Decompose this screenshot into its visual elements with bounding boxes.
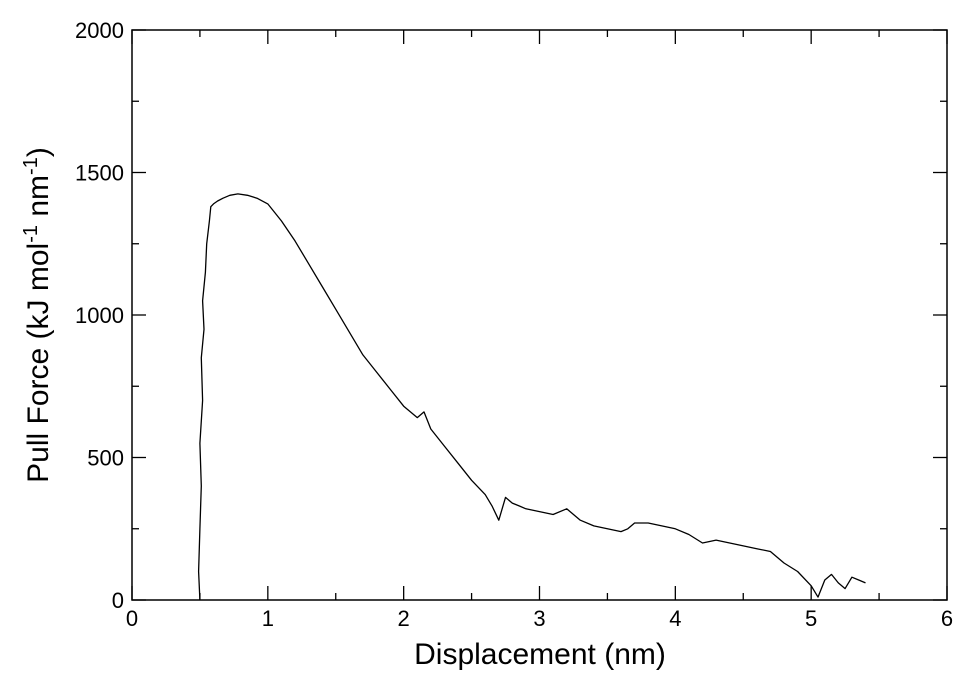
y-axis-label-superscript-1: -1 xyxy=(20,225,42,243)
x-tick-label: 2 xyxy=(398,606,410,631)
y-tick-label: 500 xyxy=(87,446,124,471)
y-tick-label: 1000 xyxy=(75,303,124,328)
x-axis-label: Displacement (nm) xyxy=(414,638,666,671)
y-axis-label-unit: nm xyxy=(22,175,55,225)
y-axis-label-superscript-2: -1 xyxy=(20,157,42,175)
y-axis-label: Pull Force (kJ mol-1 nm-1) xyxy=(20,147,55,483)
x-tick-label: 4 xyxy=(669,606,681,631)
x-tick-label: 3 xyxy=(533,606,545,631)
x-tick-label: 6 xyxy=(941,606,953,631)
x-tick-label: 5 xyxy=(805,606,817,631)
y-tick-label: 2000 xyxy=(75,18,124,43)
y-tick-label: 0 xyxy=(112,588,124,613)
series-line xyxy=(197,193,866,601)
x-tick-label: 1 xyxy=(262,606,274,631)
axis-ticks xyxy=(131,29,948,601)
tick-labels: 0 1 2 3 4 5 6 0 500 1000 1500 2000 xyxy=(75,18,953,631)
y-tick-label: 1500 xyxy=(75,161,124,186)
y-axis-label-close: ) xyxy=(22,147,55,157)
x-tick-label: 0 xyxy=(126,606,138,631)
plot-frame xyxy=(131,29,948,601)
y-axis-label-main: Pull Force (kJ mol xyxy=(22,243,55,483)
